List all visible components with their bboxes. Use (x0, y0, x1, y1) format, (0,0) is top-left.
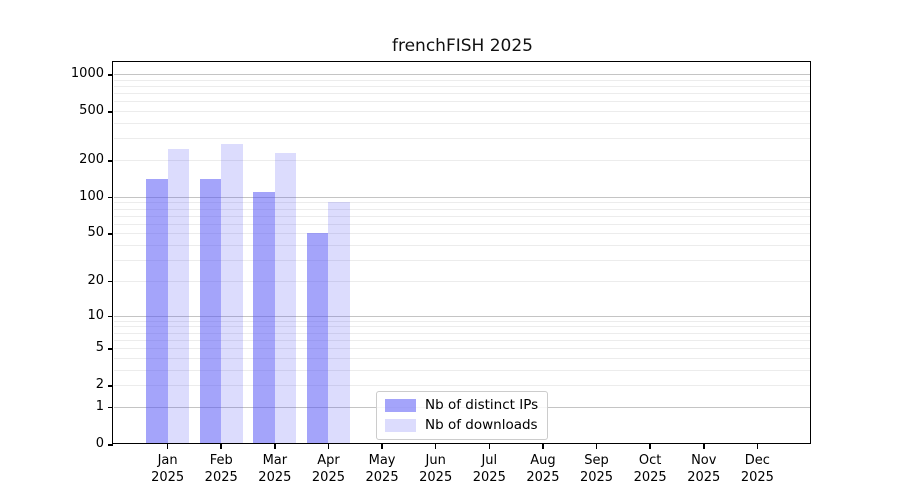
y-tick (108, 385, 113, 387)
major-gridline (114, 196, 811, 198)
bar-jan-downloads (167, 149, 190, 444)
minor-gridline (114, 86, 811, 87)
y-tick-label: 100 (79, 188, 104, 204)
y-tick (108, 315, 113, 318)
minor-gridline (114, 233, 811, 235)
x-tick (756, 444, 759, 449)
x-tick-label: Oct 2025 (633, 453, 667, 485)
bar-jan-ips (146, 179, 168, 444)
x-tick-label: May 2025 (365, 453, 399, 485)
minor-gridline (114, 260, 811, 262)
minor-gridline (114, 93, 811, 95)
major-gridline (114, 315, 811, 317)
y-tick-label: 200 (79, 152, 104, 168)
y-tick (108, 74, 113, 76)
legend-row-downloads: Nb of downloads (385, 417, 538, 434)
minor-gridline (114, 369, 811, 371)
x-tick (434, 444, 437, 449)
bar-mar-ips (253, 191, 275, 444)
minor-gridline (114, 385, 811, 387)
x-tick-label: Sep 2025 (579, 453, 614, 485)
minor-gridline (114, 339, 811, 341)
y-tick-label: 20 (87, 272, 104, 288)
minor-gridline (114, 357, 811, 359)
y-tick-label: 1 (95, 398, 104, 414)
y-tick (108, 111, 113, 113)
bar-feb-downloads (221, 144, 243, 444)
y-tick (108, 160, 113, 162)
plot-area (114, 63, 811, 444)
x-tick (488, 444, 491, 449)
minor-gridline (114, 326, 811, 328)
x-tick-label: Aug 2025 (526, 453, 560, 485)
bar-apr-downloads (328, 202, 350, 444)
minor-gridline (114, 123, 811, 125)
y-tick (108, 280, 113, 283)
y-tick-label: 2 (95, 377, 104, 393)
chart-title: frenchFISH 2025 (392, 36, 533, 56)
x-tick-label: Nov 2025 (687, 453, 721, 485)
y-tick-label: 50 (87, 225, 104, 241)
x-tick (274, 444, 276, 449)
minor-gridline (114, 208, 811, 210)
y-tick (108, 444, 113, 446)
y-tick-label: 0 (95, 436, 104, 451)
x-tick (381, 444, 383, 449)
minor-gridline (114, 111, 811, 113)
y-tick-label: 5 (95, 340, 104, 356)
minor-gridline (114, 79, 811, 81)
legend-swatch-downloads (385, 419, 416, 432)
minor-gridline (114, 348, 811, 350)
y-tick (108, 233, 113, 235)
minor-gridline (114, 101, 811, 103)
y-tick (108, 196, 113, 199)
x-tick (703, 444, 705, 449)
x-tick (649, 444, 651, 449)
legend-row-distinct-ips: Nb of distinct IPs (385, 397, 538, 414)
x-tick-label: Jan 2025 (151, 453, 185, 485)
x-tick (327, 444, 330, 449)
minor-gridline (114, 160, 811, 162)
minor-gridline (114, 320, 811, 322)
x-tick (166, 444, 169, 449)
bar-feb-ips (199, 179, 222, 444)
x-tick-label: Feb 2025 (204, 453, 238, 485)
x-tick (220, 444, 222, 449)
y-tick-label: 1000 (70, 66, 104, 82)
x-tick (542, 444, 544, 449)
y-tick (108, 348, 113, 350)
minor-gridline (114, 138, 811, 140)
minor-gridline (114, 202, 811, 204)
x-tick-label: Jul 2025 (472, 453, 506, 485)
minor-gridline (114, 280, 811, 282)
bar-mar-downloads (274, 152, 297, 444)
minor-gridline (114, 332, 811, 334)
legend: Nb of distinct IPs Nb of downloads (376, 391, 549, 440)
major-gridline (114, 74, 811, 76)
minor-gridline (114, 215, 811, 217)
x-tick-label: Mar 2025 (258, 453, 292, 485)
legend-label-distinct-ips: Nb of distinct IPs (425, 397, 539, 413)
minor-gridline (114, 223, 811, 225)
x-tick-label: Apr 2025 (311, 453, 345, 485)
y-tick-label: 500 (79, 103, 104, 119)
minor-gridline (114, 245, 811, 247)
x-tick-label: Dec 2025 (740, 453, 774, 485)
bar-apr-ips (306, 233, 329, 444)
legend-label-downloads: Nb of downloads (425, 417, 538, 433)
plot-gridlines (114, 63, 811, 444)
legend-swatch-distinct-ips (385, 399, 416, 412)
y-tick-label: 10 (87, 307, 104, 323)
y-tick (108, 406, 113, 409)
x-tick-label: Jun 2025 (419, 453, 453, 485)
x-tick (595, 444, 598, 449)
